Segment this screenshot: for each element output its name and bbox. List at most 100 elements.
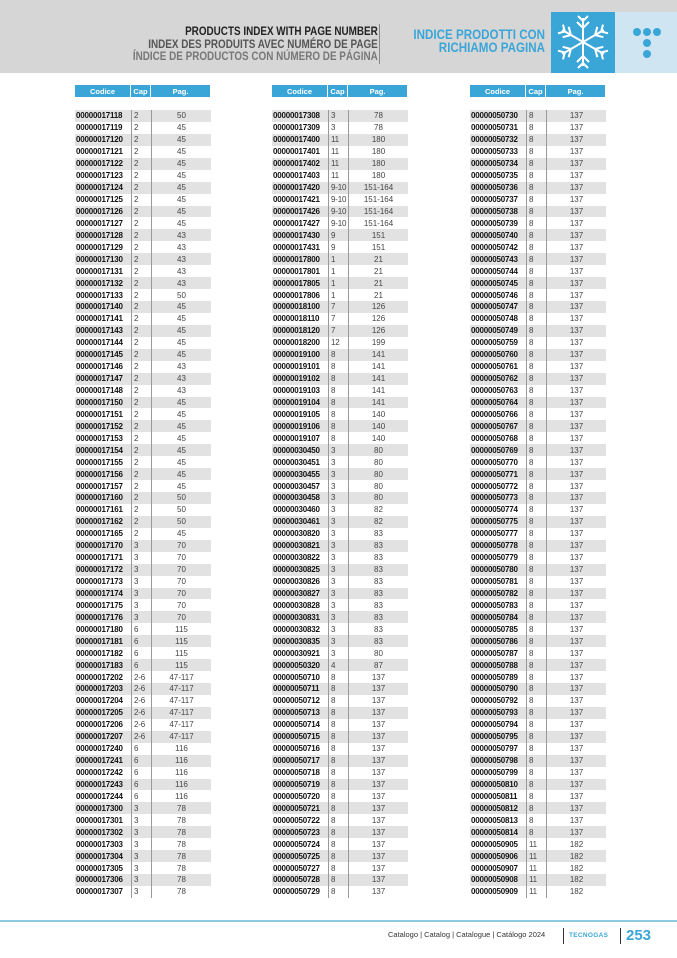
- chapter: 3: [328, 647, 348, 660]
- chapter: 3: [131, 874, 151, 886]
- table-row: 00000050766 8 137: [470, 408, 606, 421]
- chapter: 11: [328, 157, 348, 170]
- product-code: 00000017119: [76, 123, 123, 133]
- table-row: 00000019101 8 141: [272, 360, 408, 373]
- page-ref: 137: [546, 277, 606, 290]
- table-row: 00000017304 3 78: [75, 850, 211, 863]
- chapter: 8: [328, 408, 348, 421]
- table-row: 00000050798 8 137: [470, 754, 606, 767]
- product-code: 00000017155: [76, 457, 123, 467]
- page-ref: 137: [348, 706, 408, 719]
- product-code: 00000050773: [471, 493, 518, 503]
- table-row: 00000017806 1 21: [272, 289, 408, 301]
- product-code: 00000017175: [76, 600, 123, 610]
- product-code: 00000050713: [273, 708, 320, 718]
- page-ref: 70: [151, 539, 211, 552]
- chapter: 8: [328, 432, 348, 445]
- table-row: 00000019106 8 140: [272, 420, 408, 433]
- page-ref: 78: [151, 874, 211, 886]
- chapter: 8: [526, 623, 546, 636]
- product-code: 00000050778: [471, 541, 518, 551]
- page-ref: 137: [348, 754, 408, 767]
- chapter: 8: [526, 587, 546, 600]
- product-code: 00000050789: [471, 672, 518, 682]
- product-code: 00000050792: [471, 696, 518, 706]
- page-ref: 47-117: [151, 671, 211, 683]
- page-ref: 83: [348, 563, 408, 576]
- page-ref: 137: [546, 444, 606, 457]
- chapter: 12: [328, 336, 348, 349]
- page-ref: 141: [348, 348, 408, 361]
- page-ref: 151-164: [348, 217, 408, 230]
- column-header-cap: Cap: [526, 85, 545, 97]
- page-ref: 137: [546, 766, 606, 779]
- product-code: 00000017118: [76, 111, 123, 121]
- title-es: ÍNDICE DE PRODUCTOS CON NÚMERO DE PÁGINA: [133, 51, 378, 63]
- page-ref: 137: [546, 456, 606, 469]
- product-code: 00000017420: [273, 183, 320, 193]
- chapter: 2: [131, 396, 151, 409]
- table-row: 00000050740 8 137: [470, 229, 606, 242]
- table-row: 00000050733 8 137: [470, 145, 606, 158]
- table-row: 00000017123 2 45: [75, 169, 211, 182]
- chapter: 2: [131, 277, 151, 290]
- page-ref: 137: [348, 671, 408, 683]
- product-code: 00000050908: [471, 875, 518, 885]
- page-ref: 151-164: [348, 193, 408, 206]
- product-code: 00000030458: [273, 493, 320, 503]
- chapter: 3: [131, 862, 151, 874]
- table-row: 00000030828 3 83: [272, 599, 408, 612]
- page-ref: 137: [546, 814, 606, 827]
- page-ref: 45: [151, 133, 211, 146]
- product-code: 00000017805: [273, 278, 320, 288]
- table-row: 00000050779 8 137: [470, 551, 606, 564]
- table-row: 00000050746 8 137: [470, 289, 606, 301]
- product-code: 00000017243: [76, 779, 123, 789]
- page-ref: 50: [151, 515, 211, 528]
- product-code: 00000050711: [273, 684, 320, 694]
- chapter: 3: [131, 814, 151, 827]
- table-row: 00000019102 8 141: [272, 372, 408, 385]
- product-code: 00000030822: [273, 553, 320, 563]
- table-row: 00000050906 11 182: [470, 850, 606, 863]
- table-row: 00000030461 3 82: [272, 515, 408, 528]
- header-divider: [379, 24, 380, 64]
- page-ref: 45: [151, 157, 211, 170]
- page-ref: 70: [151, 611, 211, 624]
- table-row: 00000017182 6 115: [75, 647, 211, 660]
- page-ref: 45: [151, 444, 211, 457]
- chapter: 8: [526, 348, 546, 361]
- product-code: 00000050799: [471, 768, 518, 778]
- index-table-2: Codice Cap Pag. 00000017308 3 78 00000017309 3 7…: [272, 85, 408, 898]
- chapter: 9: [328, 241, 348, 254]
- product-code: 00000017173: [76, 577, 123, 587]
- table-row: 00000030831 3 83: [272, 611, 408, 624]
- table-row: 00000050734 8 137: [470, 157, 606, 170]
- chapter: 2: [131, 169, 151, 182]
- table-row: 00000050787 8 137: [470, 647, 606, 660]
- product-code: 00000050798: [471, 756, 518, 766]
- table-row: 00000017242 6 116: [75, 766, 211, 779]
- table-row: 00000017146 2 43: [75, 360, 211, 373]
- chapter: 2: [131, 456, 151, 469]
- table-row: 00000017118 2 50: [75, 110, 211, 122]
- product-code: 00000050717: [273, 756, 320, 766]
- table-row: 00000017205 2-6 47-117: [75, 706, 211, 719]
- chapter: 8: [526, 647, 546, 660]
- product-code: 00000017171: [76, 553, 123, 563]
- chapter: 8: [526, 265, 546, 278]
- product-code: 00000017140: [76, 302, 123, 312]
- page-ref: 137: [546, 336, 606, 349]
- page-ref: 115: [151, 623, 211, 636]
- table-row: 00000017306 3 78: [75, 874, 211, 886]
- table-row: 00000019100 8 141: [272, 348, 408, 361]
- table-row: 00000018120 7 126: [272, 324, 408, 337]
- table-row: 00000017127 2 45: [75, 217, 211, 230]
- chapter: 8: [526, 718, 546, 731]
- product-code: 00000050794: [471, 720, 518, 730]
- footer-separator: [563, 928, 564, 944]
- page-ref: 137: [546, 587, 606, 600]
- page-ref: 137: [546, 647, 606, 660]
- table-row: 00000050724 8 137: [272, 838, 408, 851]
- chapter: 8: [526, 611, 546, 624]
